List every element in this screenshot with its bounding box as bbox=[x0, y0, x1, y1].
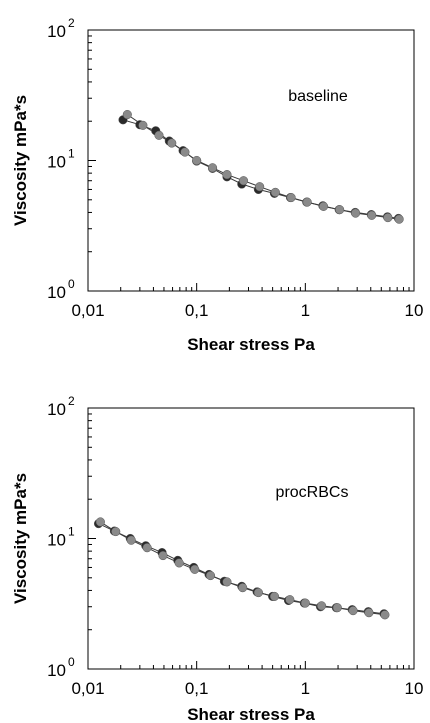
series-2-point bbox=[122, 109, 132, 120]
y-tick-label: 10 bbox=[47, 153, 66, 172]
series-2-point bbox=[253, 588, 263, 598]
series-2-point bbox=[394, 214, 404, 224]
series-2-point bbox=[318, 201, 329, 211]
y-tick-label: 10 bbox=[47, 283, 66, 302]
series-2-line bbox=[100, 521, 385, 616]
series-2-point bbox=[142, 543, 152, 553]
series-2-point bbox=[380, 610, 390, 620]
series-2-point bbox=[238, 176, 249, 186]
series-2-point bbox=[364, 608, 374, 618]
series-2-point bbox=[207, 163, 218, 173]
series-2-point bbox=[167, 138, 177, 148]
series-2-point bbox=[383, 213, 393, 223]
series-2-point bbox=[285, 595, 295, 605]
x-tick-label: 0,1 bbox=[185, 679, 209, 698]
series-2-point bbox=[180, 147, 190, 157]
series-2-point bbox=[126, 535, 136, 545]
series-2-point bbox=[95, 517, 105, 527]
series-2-point bbox=[300, 598, 310, 608]
series-2-point bbox=[351, 208, 361, 218]
series-2-point bbox=[316, 601, 327, 611]
y-tick-label: 10 bbox=[47, 400, 66, 419]
series-1-line bbox=[98, 523, 385, 615]
plot-frame bbox=[87, 29, 415, 292]
panel-annotation: procRBCs bbox=[276, 484, 349, 501]
series-2-point bbox=[154, 130, 164, 140]
series-2-point bbox=[302, 197, 312, 207]
x-tick-label: 0,01 bbox=[71, 301, 104, 320]
series-2-point bbox=[348, 606, 358, 616]
y-tick-exponent: 0 bbox=[68, 277, 75, 291]
y-tick-label: 10 bbox=[47, 661, 66, 680]
series-2-point bbox=[270, 187, 280, 197]
series-2-point bbox=[332, 603, 342, 613]
x-tick-label: 1 bbox=[301, 301, 310, 320]
y-tick-exponent: 0 bbox=[68, 655, 75, 669]
series-2-point bbox=[158, 551, 168, 561]
x-axis-label: Shear stress Pa bbox=[187, 705, 315, 723]
series-2-point bbox=[335, 205, 345, 215]
y-tick-exponent: 1 bbox=[68, 147, 75, 161]
y-axis-label: Viscosity mPa*s bbox=[11, 473, 30, 604]
y-tick-exponent: 2 bbox=[68, 394, 75, 408]
series-2-point bbox=[205, 571, 216, 581]
x-tick-label: 0,1 bbox=[185, 301, 209, 320]
y-tick-label: 10 bbox=[47, 22, 66, 41]
x-tick-label: 10 bbox=[405, 301, 424, 320]
y-tick-exponent: 1 bbox=[68, 525, 75, 539]
series-2-point bbox=[269, 591, 280, 601]
series-2-point bbox=[222, 577, 232, 587]
series-2-point bbox=[222, 170, 232, 180]
x-tick-label: 0,01 bbox=[71, 679, 104, 698]
series-2-point bbox=[367, 210, 377, 220]
series-2-point bbox=[286, 193, 296, 203]
series-2-point bbox=[111, 527, 121, 537]
series-2-point bbox=[190, 564, 200, 574]
y-tick-label: 10 bbox=[47, 531, 66, 550]
plot-frame bbox=[87, 407, 415, 670]
series-2-point bbox=[138, 120, 148, 130]
series-1-line bbox=[122, 119, 399, 219]
series-2-line bbox=[127, 114, 400, 220]
series-2-point bbox=[238, 583, 248, 593]
series-2-point bbox=[174, 558, 184, 568]
panel-annotation: baseline bbox=[288, 88, 348, 105]
y-axis-label: Viscosity mPa*s bbox=[11, 95, 30, 226]
x-tick-label: 10 bbox=[405, 679, 424, 698]
x-tick-label: 1 bbox=[301, 679, 310, 698]
y-tick-exponent: 2 bbox=[68, 16, 75, 30]
x-axis-label: Shear stress Pa bbox=[187, 335, 315, 354]
series-2-point bbox=[255, 182, 265, 192]
series-2-point bbox=[192, 155, 202, 166]
